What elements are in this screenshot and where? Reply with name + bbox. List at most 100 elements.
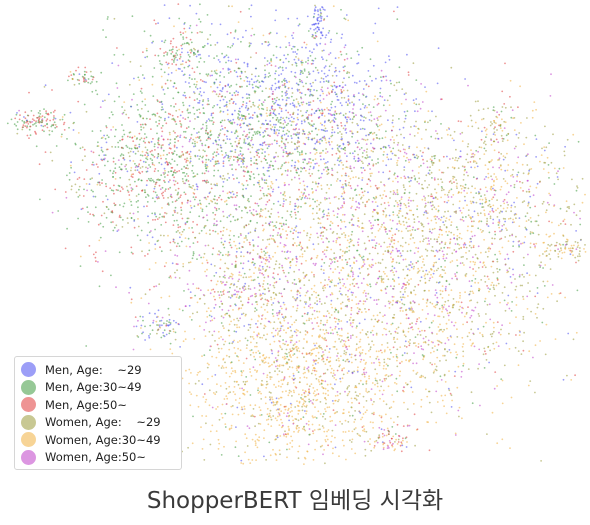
scatter-point xyxy=(104,137,107,140)
scatter-point xyxy=(286,443,289,446)
scatter-point xyxy=(317,410,320,413)
scatter-point xyxy=(188,185,191,188)
scatter-point xyxy=(416,208,418,211)
scatter-point xyxy=(223,76,226,78)
scatter-point xyxy=(201,80,204,82)
scatter-point xyxy=(163,93,166,95)
scatter-point xyxy=(393,280,396,283)
scatter-point xyxy=(406,250,409,253)
scatter-point xyxy=(410,126,412,128)
scatter-point xyxy=(99,106,102,108)
scatter-point xyxy=(307,59,310,62)
scatter-point xyxy=(371,382,374,384)
scatter-point xyxy=(374,219,376,222)
scatter-point xyxy=(180,194,182,197)
scatter-point xyxy=(336,369,339,372)
scatter-point xyxy=(172,85,175,88)
scatter-point xyxy=(499,204,502,207)
scatter-point xyxy=(199,139,202,142)
scatter-point xyxy=(372,224,375,227)
scatter-point xyxy=(113,17,116,20)
scatter-point xyxy=(228,102,231,105)
scatter-point xyxy=(273,123,275,126)
scatter-point xyxy=(455,156,457,159)
scatter-point xyxy=(413,241,416,244)
scatter-point xyxy=(265,87,267,90)
scatter-point xyxy=(372,106,375,108)
scatter-point xyxy=(158,197,160,200)
scatter-point xyxy=(302,194,304,197)
scatter-point xyxy=(213,169,216,172)
scatter-point xyxy=(149,166,152,168)
scatter-point xyxy=(300,191,303,194)
scatter-point xyxy=(340,186,343,189)
scatter-point xyxy=(225,366,228,369)
scatter-point xyxy=(66,227,68,230)
scatter-point xyxy=(242,103,244,106)
scatter-point xyxy=(290,210,293,213)
scatter-point xyxy=(216,184,219,187)
scatter-point xyxy=(29,134,32,137)
scatter-point xyxy=(314,448,316,451)
scatter-point xyxy=(422,358,424,361)
scatter-point xyxy=(376,385,379,388)
scatter-point xyxy=(173,219,176,222)
scatter-point xyxy=(292,51,295,53)
scatter-point xyxy=(209,34,212,36)
scatter-point xyxy=(197,405,200,408)
scatter-point xyxy=(135,138,138,141)
scatter-point xyxy=(256,114,259,117)
scatter-point xyxy=(539,266,541,268)
scatter-point xyxy=(366,164,369,167)
scatter-point xyxy=(307,138,310,141)
scatter-point xyxy=(282,61,285,64)
scatter-point xyxy=(318,141,321,144)
scatter-point xyxy=(205,139,208,142)
scatter-point xyxy=(371,232,373,234)
scatter-point xyxy=(330,258,333,261)
scatter-point xyxy=(454,243,457,245)
scatter-point xyxy=(178,155,181,158)
scatter-point xyxy=(269,398,272,400)
scatter-point xyxy=(340,8,342,11)
scatter-point xyxy=(260,306,263,309)
scatter-point xyxy=(267,192,270,195)
scatter-point xyxy=(245,105,248,107)
scatter-point xyxy=(271,182,274,185)
scatter-point xyxy=(367,235,369,238)
scatter-point xyxy=(430,273,432,276)
scatter-point xyxy=(321,50,324,52)
scatter-point xyxy=(346,118,348,121)
scatter-point xyxy=(163,265,166,268)
scatter-point xyxy=(557,170,559,173)
scatter-point xyxy=(556,176,559,178)
scatter-point xyxy=(301,151,303,154)
scatter-point xyxy=(296,17,299,20)
scatter-point xyxy=(388,237,390,240)
scatter-point xyxy=(550,161,553,164)
scatter-point xyxy=(168,143,171,146)
scatter-point xyxy=(322,351,324,353)
scatter-point xyxy=(223,105,226,107)
scatter-point xyxy=(139,114,142,117)
scatter-point xyxy=(292,37,294,39)
scatter-point xyxy=(544,125,546,128)
scatter-point xyxy=(418,330,421,333)
scatter-point xyxy=(217,438,220,441)
scatter-point xyxy=(515,217,517,220)
scatter-point xyxy=(196,98,199,100)
scatter-point xyxy=(315,291,317,294)
scatter-point xyxy=(87,211,89,214)
scatter-point xyxy=(338,277,340,280)
scatter-point xyxy=(277,350,280,353)
scatter-point xyxy=(151,197,154,200)
scatter-point xyxy=(285,79,288,82)
scatter-point xyxy=(279,126,281,128)
scatter-point xyxy=(236,194,238,197)
scatter-point xyxy=(359,353,362,355)
scatter-point xyxy=(516,161,518,164)
scatter-point xyxy=(115,189,118,191)
scatter-point xyxy=(173,171,175,174)
scatter-point xyxy=(266,283,269,285)
scatter-point xyxy=(324,198,327,201)
